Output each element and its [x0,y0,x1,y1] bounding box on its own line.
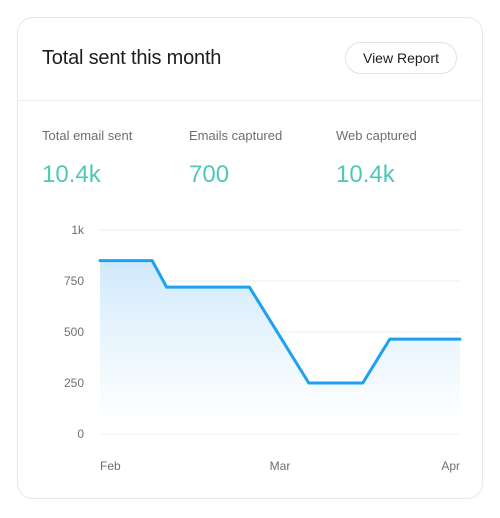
stat-value: 10.4k [336,161,395,188]
y-tick-label: 500 [64,325,84,339]
y-tick-label: 1k [71,223,85,237]
card-title: Total sent this month [42,47,222,69]
x-tick-label: Feb [100,459,121,473]
y-tick-label: 750 [64,274,84,288]
line-chart: 0 250 500 750 1k Feb Mar Apr [64,223,462,473]
stat-value: 10.4k [42,161,101,188]
stat-emails-captured: Emails captured 700 [189,128,282,189]
y-tick-label: 250 [64,376,84,390]
y-tick-label: 0 [77,427,84,441]
stat-label: Emails captured [189,128,283,143]
stat-label: Total email sent [42,128,133,143]
stat-label: Web captured [336,128,417,143]
series-line [98,259,462,385]
stat-value: 700 [189,161,230,188]
stat-total-email-sent: Total email sent 10.4k [42,128,132,189]
x-tick-label: Mar [270,459,291,473]
card-header: Total sent this month View Report [18,18,482,101]
stat-web-captured: Web captured 10.4k [336,128,417,189]
series-area [100,260,460,434]
view-report-button[interactable]: View Report [345,42,457,74]
x-tick-label: Apr [441,459,460,473]
stats-card: Total sent this month View Report Total … [17,17,483,499]
